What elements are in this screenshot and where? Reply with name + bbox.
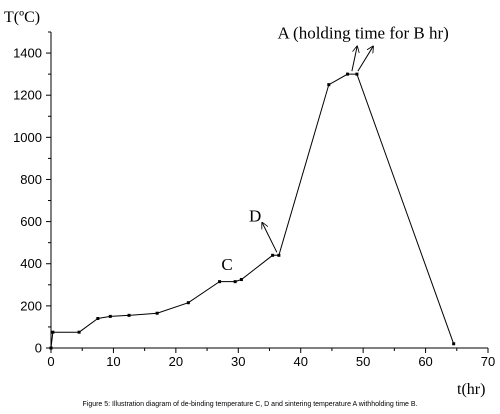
data-point (239, 278, 243, 282)
annotation-arrow (262, 223, 278, 253)
data-point (346, 72, 350, 76)
data-point (77, 330, 81, 334)
data-point (355, 72, 359, 76)
annotation-arrow (357, 46, 373, 72)
y-tick-label: 600 (20, 214, 42, 229)
x-tick-label: 40 (293, 354, 307, 369)
data-point (155, 311, 159, 315)
data-point (51, 330, 55, 334)
y-tick-label: 1400 (13, 46, 42, 61)
annotation-A: A (holding time for B hr) (277, 23, 448, 42)
annotation-D: D (249, 207, 261, 226)
y-axis-title: T(ºC) (4, 9, 40, 26)
data-point (186, 301, 190, 305)
axis-ticks: 0 10 20 30 40 50 60 70 0 200 400 600 800 1000 1200 1400 (13, 31, 495, 369)
y-tick-label: 400 (20, 256, 42, 271)
y-tick-label: 1200 (13, 88, 42, 103)
data-point (271, 253, 275, 257)
data-point (96, 317, 100, 321)
data-point (218, 280, 222, 284)
x-tick-label: 0 (47, 354, 54, 369)
data-point (452, 342, 456, 346)
y-tick-label: 200 (20, 298, 42, 313)
x-axis-title: t(hr) (457, 381, 485, 398)
x-tick-label: 50 (356, 354, 370, 369)
data-point (233, 280, 237, 284)
annotations: A (holding time for B hr) C D (221, 23, 448, 274)
data-point (327, 83, 331, 87)
y-tick-label: 1000 (13, 130, 42, 145)
data-point (277, 253, 281, 257)
data-point (127, 313, 131, 317)
x-tick-label: 60 (418, 354, 432, 369)
annotation-C: C (221, 255, 232, 274)
y-tick-label: 0 (35, 341, 42, 356)
x-tick-label: 70 (481, 354, 495, 369)
x-tick-label: 20 (169, 354, 183, 369)
y-tick-label: 800 (20, 172, 42, 187)
x-tick-label: 10 (106, 354, 120, 369)
data-point (108, 314, 112, 318)
x-tick-label: 30 (231, 354, 245, 369)
figure-caption: Figure 5: Illustration diagram of de-bin… (82, 401, 418, 408)
annotation-arrow (351, 46, 357, 72)
